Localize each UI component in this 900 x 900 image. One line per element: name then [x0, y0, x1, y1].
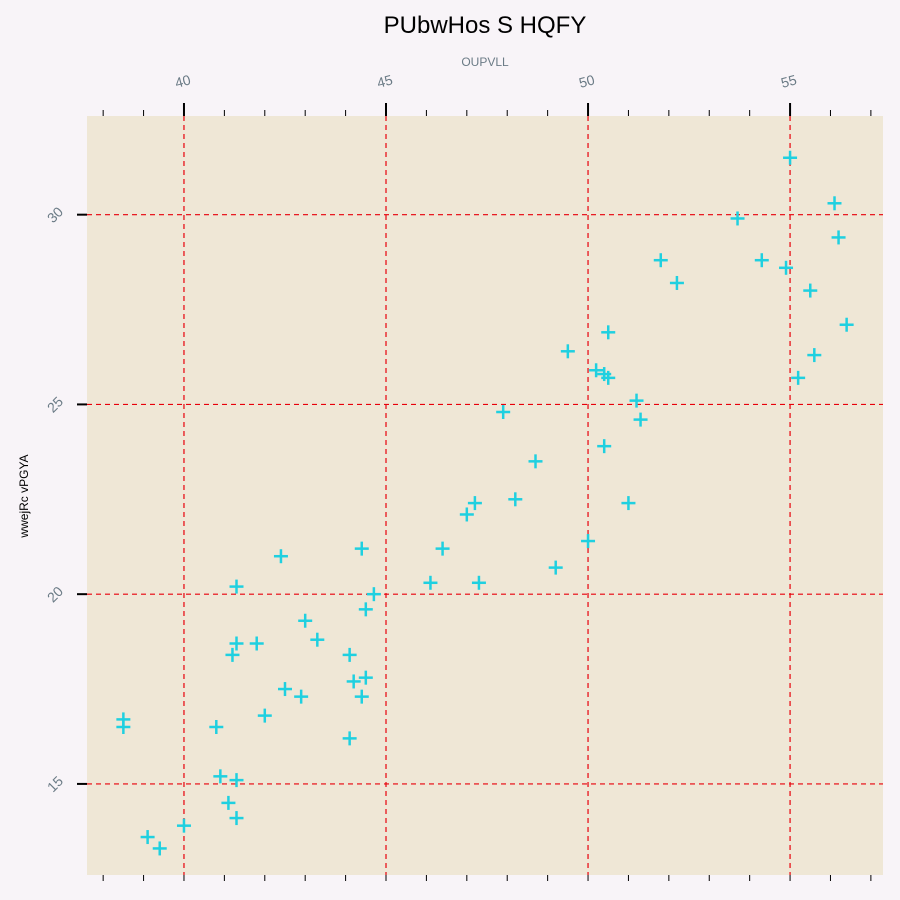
grid-lines [87, 116, 883, 875]
data-point [346, 674, 361, 689]
chart-title: PUbwHos S HQFY [384, 12, 587, 39]
data-point [621, 496, 636, 511]
data-point [601, 370, 616, 385]
data-point [629, 393, 644, 408]
data-point [294, 689, 309, 704]
data-point [779, 260, 794, 275]
data-point [249, 636, 264, 651]
data-point [358, 602, 373, 617]
x-tick-label: 50 [577, 71, 596, 91]
data-point [528, 454, 543, 469]
data-point [277, 682, 292, 697]
data-point [435, 541, 450, 556]
data-point [807, 348, 822, 363]
data-point [342, 647, 357, 662]
data-point [152, 841, 167, 856]
data-point [342, 731, 357, 746]
data-point [827, 196, 842, 211]
data-point [213, 769, 228, 784]
x-axis-label: OUPVLL [461, 55, 509, 69]
data-point [471, 575, 486, 590]
data-point [257, 708, 272, 723]
data-point [459, 507, 474, 522]
data-point [273, 549, 288, 564]
data-point [669, 275, 684, 290]
x-tick-label: 40 [173, 71, 192, 91]
data-point [831, 230, 846, 245]
data-point [633, 412, 648, 427]
data-point [508, 492, 523, 507]
data-point [176, 818, 191, 833]
data-point [209, 719, 224, 734]
data-point [423, 575, 438, 590]
data-point [839, 317, 854, 332]
data-point [358, 670, 373, 685]
data-point [366, 587, 381, 602]
data-point [354, 541, 369, 556]
data-point [467, 496, 482, 511]
plot-area [87, 116, 883, 875]
data-points [116, 150, 854, 856]
y-axis-label: wwejRc vPGYA [17, 454, 31, 538]
data-point [221, 795, 236, 810]
data-point [783, 150, 798, 165]
data-point [560, 344, 575, 359]
data-point [803, 283, 818, 298]
data-point [589, 363, 604, 378]
data-point [548, 560, 563, 575]
data-point [298, 613, 313, 628]
data-point [354, 689, 369, 704]
data-point [229, 773, 244, 788]
data-point [140, 830, 155, 845]
data-point [597, 439, 612, 454]
data-point [730, 211, 745, 226]
data-point [229, 811, 244, 826]
data-point [581, 534, 596, 549]
data-point [229, 579, 244, 594]
data-point [116, 719, 131, 734]
data-point [225, 647, 240, 662]
data-point [310, 632, 325, 647]
x-tick-label: 55 [779, 71, 798, 91]
data-point [754, 253, 769, 268]
data-point [791, 370, 806, 385]
x-tick-label: 45 [375, 71, 394, 91]
data-point [601, 325, 616, 340]
data-point [653, 253, 668, 268]
data-point [496, 405, 511, 420]
data-point [229, 636, 244, 651]
